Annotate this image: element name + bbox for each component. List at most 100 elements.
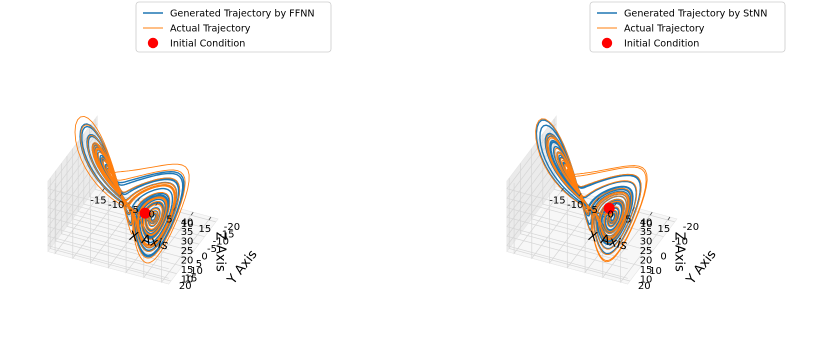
y-tick-label: 15: [185, 274, 198, 285]
legend-label-actual: Actual Trajectory: [170, 24, 251, 35]
x-gridline: [54, 183, 105, 255]
z-axis-label: Z Axis: [672, 232, 687, 272]
x-tick-label: 15: [199, 224, 212, 235]
y-tick-label: 20: [179, 281, 192, 292]
x-tick-label: 5: [625, 214, 631, 225]
z-gridline: [47, 161, 169, 260]
x-gridline: [513, 183, 564, 255]
initial-condition-marker: [139, 207, 151, 219]
y-tick-label: -10: [672, 237, 688, 248]
x-tick-mark: [102, 188, 105, 192]
x-tick-mark: [649, 211, 653, 216]
y-gridline: [55, 170, 177, 274]
z-tick-label: 25: [181, 246, 194, 257]
chart-panel-stnn: -15 -10 -5 0 5 10 15 -20-100102010152025303540X…: [506, 1, 786, 292]
z-gridline: [506, 142, 628, 241]
z-tick-label: 30: [640, 236, 653, 247]
legend-swatch-initial-condition: [601, 37, 613, 49]
x-tick-mark: [190, 211, 194, 216]
z-gridline: [506, 170, 628, 270]
x-tick-label: -15: [549, 195, 565, 206]
legend-label-initial-condition: Initial Condition: [170, 39, 245, 50]
x-gridline: [620, 211, 671, 284]
x-tick-label: 15: [658, 224, 671, 235]
x-tick-label: 5: [166, 214, 172, 225]
y-tick-label: -10: [213, 237, 229, 248]
x-gridline: [90, 192, 141, 264]
y-tick-label: 10: [190, 266, 203, 277]
x-tick-mark: [119, 192, 123, 197]
x-tick-label: -10: [567, 200, 583, 211]
y-gridline: [520, 163, 642, 267]
x-tick-mark: [173, 207, 176, 211]
x-tick-label: -15: [90, 195, 106, 206]
y-tick-label: 0: [660, 252, 666, 263]
legend-frame: [135, 1, 332, 53]
z-tick-label: 20: [181, 255, 194, 266]
z-tick-label: 40: [181, 217, 194, 228]
legend-label-generated: Generated Trajectory by StNN: [624, 9, 767, 20]
x-tick-label: 10: [181, 219, 194, 230]
y-gridline: [508, 178, 630, 282]
x-tick-label: 0: [149, 210, 155, 221]
z-tick-label: 20: [640, 255, 653, 266]
z-gridline: [47, 170, 169, 270]
series-line-actual: [535, 118, 648, 263]
z-tick-label: 35: [640, 227, 653, 238]
z-tick-label: 15: [181, 265, 194, 276]
z-tick-label: 35: [181, 227, 194, 238]
y-gridline: [61, 163, 183, 267]
z-axis-label: Z Axis: [213, 232, 228, 272]
legend-label-initial-condition: Initial Condition: [624, 39, 699, 50]
z-gridline: [506, 161, 628, 260]
y-tick-label: 0: [201, 252, 207, 263]
y-tick-label: 20: [638, 281, 651, 292]
y-tick-label: -20: [224, 222, 240, 233]
y-tick-label: -20: [683, 222, 699, 233]
x-tick-mark: [561, 188, 564, 192]
legend: Generated Trajectory by StNN Actual Traje…: [589, 1, 786, 53]
legend-swatch-initial-condition: [147, 37, 159, 49]
z-tick-label: 30: [181, 236, 194, 247]
legend-label-actual: Actual Trajectory: [624, 24, 705, 35]
z-tick-label: 25: [640, 246, 653, 257]
y-gridline: [72, 148, 194, 252]
initial-condition-marker: [603, 202, 615, 214]
y-axis-label: Y Axis: [224, 247, 261, 288]
z-gridline: [47, 151, 169, 251]
x-gridline: [549, 192, 600, 264]
y-axis-label: Y Axis: [683, 247, 720, 288]
y-tick-label: -15: [218, 229, 234, 240]
chart-panel-ffnn: -15 -10 -5 0 5 10 15 -20-15-10-5051015201015202…: [47, 1, 332, 292]
z-tick-label: 10: [640, 274, 653, 285]
x-tick-mark: [614, 202, 618, 206]
z-gridline: [506, 180, 628, 279]
legend-frame: [589, 1, 786, 53]
x-tick-mark: [208, 216, 212, 221]
z-gridline: [506, 151, 628, 251]
x-tick-mark: [632, 207, 635, 211]
x-tick-mark: [137, 197, 141, 202]
z-tick-label: 10: [181, 274, 194, 285]
x-tick-mark: [667, 216, 671, 221]
x-tick-label: 0: [608, 210, 614, 221]
series-line-actual: [74, 115, 190, 264]
legend: Generated Trajectory by FFNN Actual Traje…: [135, 1, 332, 53]
x-tick-label: -10: [108, 200, 124, 211]
x-tick-mark: [596, 197, 600, 202]
z-tick-label: 15: [640, 265, 653, 276]
x-tick-mark: [578, 192, 582, 197]
legend-label-generated: Generated Trajectory by FFNN: [170, 9, 315, 20]
z-tick-label: 40: [640, 217, 653, 228]
y-tick-label: 10: [649, 266, 662, 277]
x-tick-mark: [155, 202, 159, 206]
x-tick-label: 10: [640, 219, 653, 230]
y-tick-label: -5: [207, 244, 217, 255]
y-tick-label: 5: [196, 259, 202, 270]
x-tick-label: -5: [588, 205, 598, 216]
z-gridline: [47, 180, 169, 279]
z-gridline: [47, 142, 169, 241]
y-gridline: [49, 178, 171, 282]
x-tick-label: -5: [129, 205, 139, 216]
